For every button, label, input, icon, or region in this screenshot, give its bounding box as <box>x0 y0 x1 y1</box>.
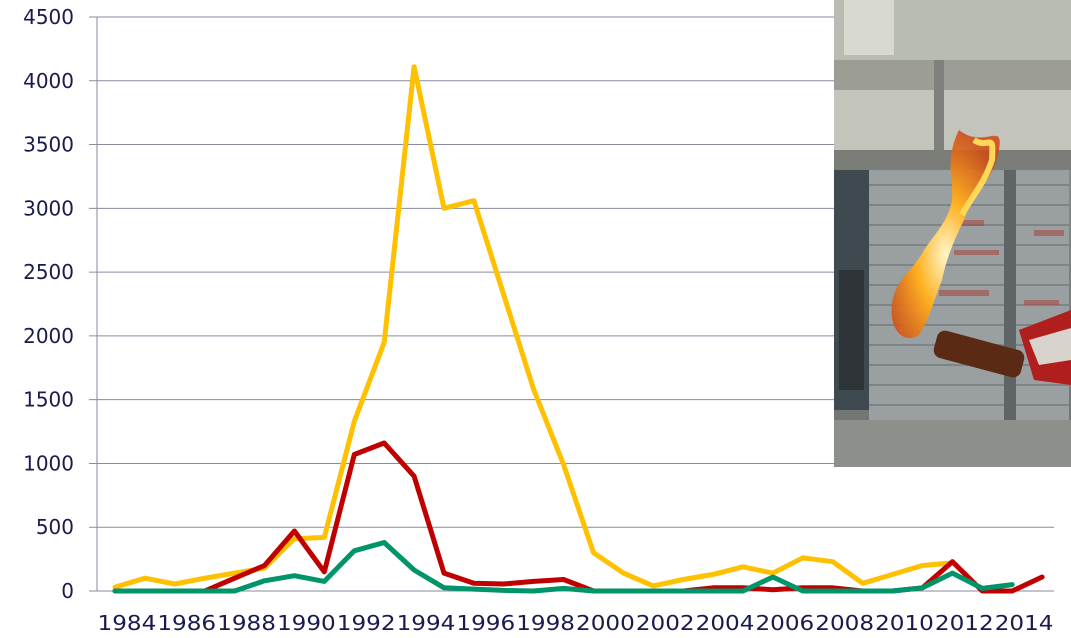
y-tick-label: 3500 <box>23 133 74 157</box>
y-tick-label: 3000 <box>23 196 74 220</box>
x-tick-label: 1990 <box>277 611 336 635</box>
y-axis-tick-labels: 0 500 1000 1500 2000 2500 3000 3500 4000 4500 <box>23 5 74 603</box>
series-lines <box>112 64 1045 594</box>
x-axis-tick-labels: 1984 1986 1988 1990 1992 1994 1996 1998 2000 2002… <box>98 611 1054 635</box>
y-tick-label: 4000 <box>23 69 74 93</box>
x-tick-label: 1996 <box>456 611 515 635</box>
x-tick-label: 1986 <box>157 611 216 635</box>
y-tick-label: 4500 <box>23 5 74 29</box>
x-tick-label: 1994 <box>397 611 456 635</box>
x-tick-label: 2002 <box>636 611 695 635</box>
y-tick-label: 1500 <box>23 388 74 412</box>
series-line-3 <box>112 540 1015 594</box>
x-tick-label: 2014 <box>995 611 1054 635</box>
x-tick-label: 1988 <box>217 611 276 635</box>
x-tick-label: 2008 <box>815 611 874 635</box>
x-tick-label: 1998 <box>516 611 575 635</box>
y-tick-label: 500 <box>36 515 74 539</box>
y-tick-label: 0 <box>61 579 74 603</box>
y-tick-label: 1000 <box>23 451 74 475</box>
x-tick-label: 1984 <box>98 611 157 635</box>
molotov-cocktail-photo <box>834 0 1071 467</box>
y-tick-label: 2500 <box>23 260 74 284</box>
y-tick-label: 2000 <box>23 324 74 348</box>
x-tick-label: 2010 <box>875 611 934 635</box>
x-tick-label: 2000 <box>576 611 635 635</box>
x-tick-label: 2012 <box>935 611 994 635</box>
x-tick-label: 2006 <box>755 611 814 635</box>
x-tick-label: 1992 <box>337 611 396 635</box>
x-tick-label: 2004 <box>696 611 755 635</box>
